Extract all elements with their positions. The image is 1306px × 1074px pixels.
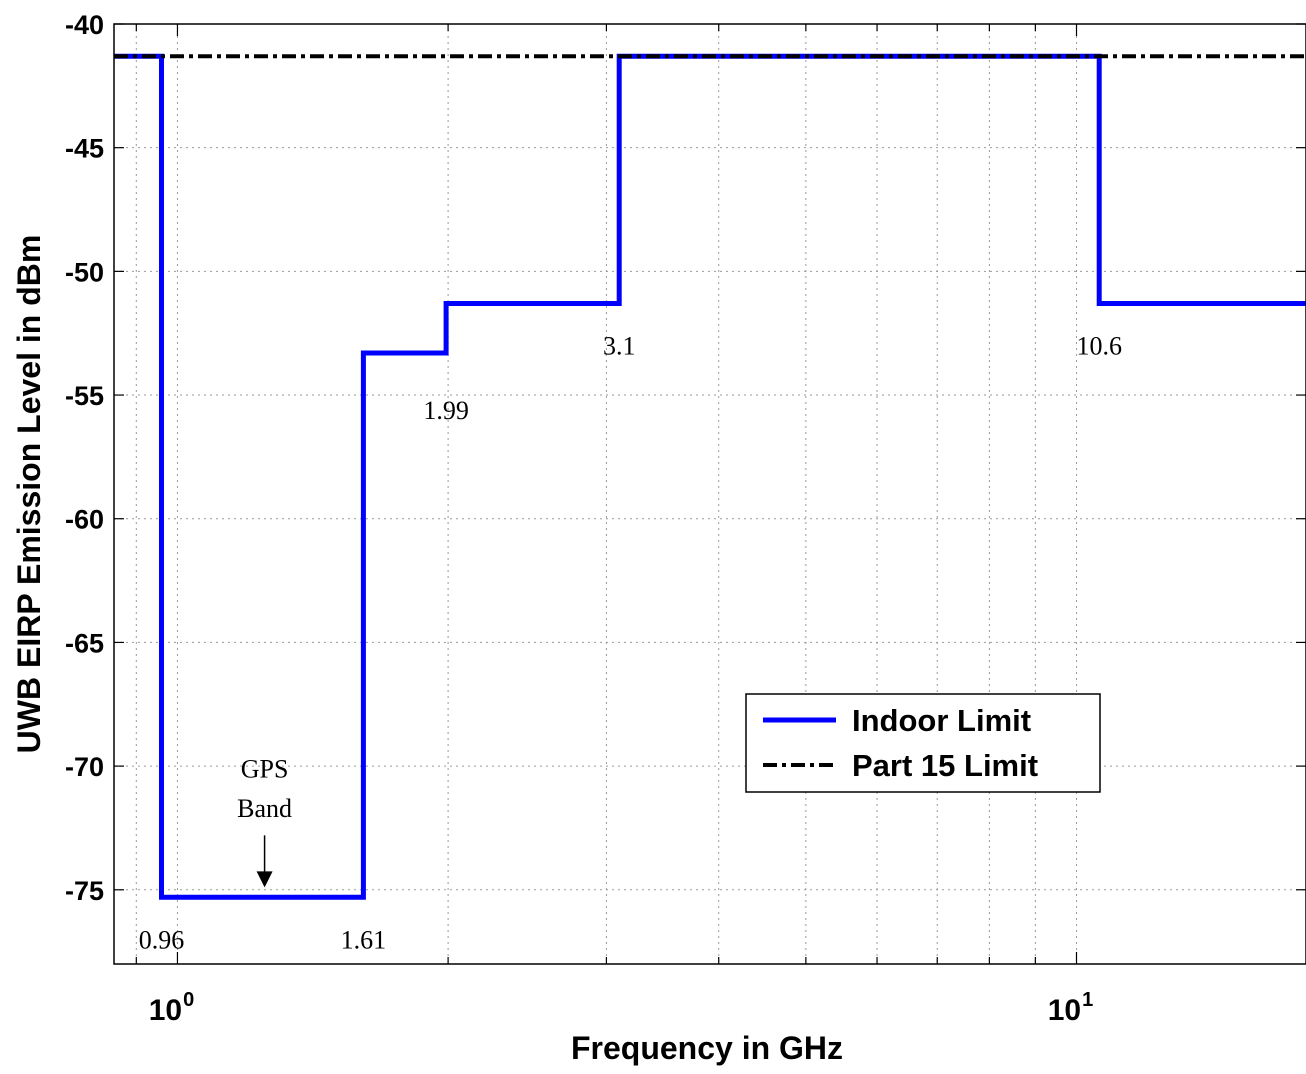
y-tick-label: -45 — [65, 134, 104, 164]
x-tick-label: 101 — [1048, 989, 1094, 1027]
annotation-label: 10.6 — [1077, 332, 1123, 361]
plot-frame — [113, 23, 1306, 965]
annotation-label: 3.1 — [603, 332, 636, 361]
legend-label-part15-limit: Part 15 Limit — [852, 748, 1038, 783]
y-tick-label: -50 — [65, 257, 104, 287]
legend-label-indoor-limit: Indoor Limit — [852, 703, 1031, 738]
legend: Indoor Limit Part 15 Limit — [745, 693, 1101, 793]
series-layer — [114, 53, 1306, 900]
gps-arrow-head — [256, 871, 273, 888]
annotation-label: 0.96 — [139, 925, 185, 954]
x-axis-label: Frequency in GHz — [571, 1030, 843, 1066]
legend-box — [745, 693, 1101, 793]
series-line-indoor-limit — [114, 53, 1306, 900]
y-axis-label: UWB EIRP Emission Level in dBm — [11, 235, 47, 754]
x-tick-label: 100 — [149, 989, 195, 1027]
annotations: 0.96 1.61 1.99 3.1 10.6 GPS Band — [139, 332, 1122, 955]
ticks: -40 -45 -50 -55 -60 -65 -70 -75 100 101 — [65, 10, 1306, 1027]
y-tick-label: -55 — [65, 381, 104, 411]
y-tick-label: -60 — [65, 505, 104, 535]
y-tick-label: -70 — [65, 752, 104, 782]
annotation-label: 1.61 — [341, 925, 387, 954]
y-tick-label: -40 — [65, 10, 104, 40]
plot-background — [114, 24, 1306, 964]
annotation-label: 1.99 — [423, 396, 469, 425]
grid — [114, 23, 1306, 964]
annotation-label: GPS — [241, 755, 289, 784]
annotation-label: Band — [237, 794, 292, 823]
y-tick-label: -75 — [65, 876, 104, 906]
y-tick-label: -65 — [65, 628, 104, 658]
